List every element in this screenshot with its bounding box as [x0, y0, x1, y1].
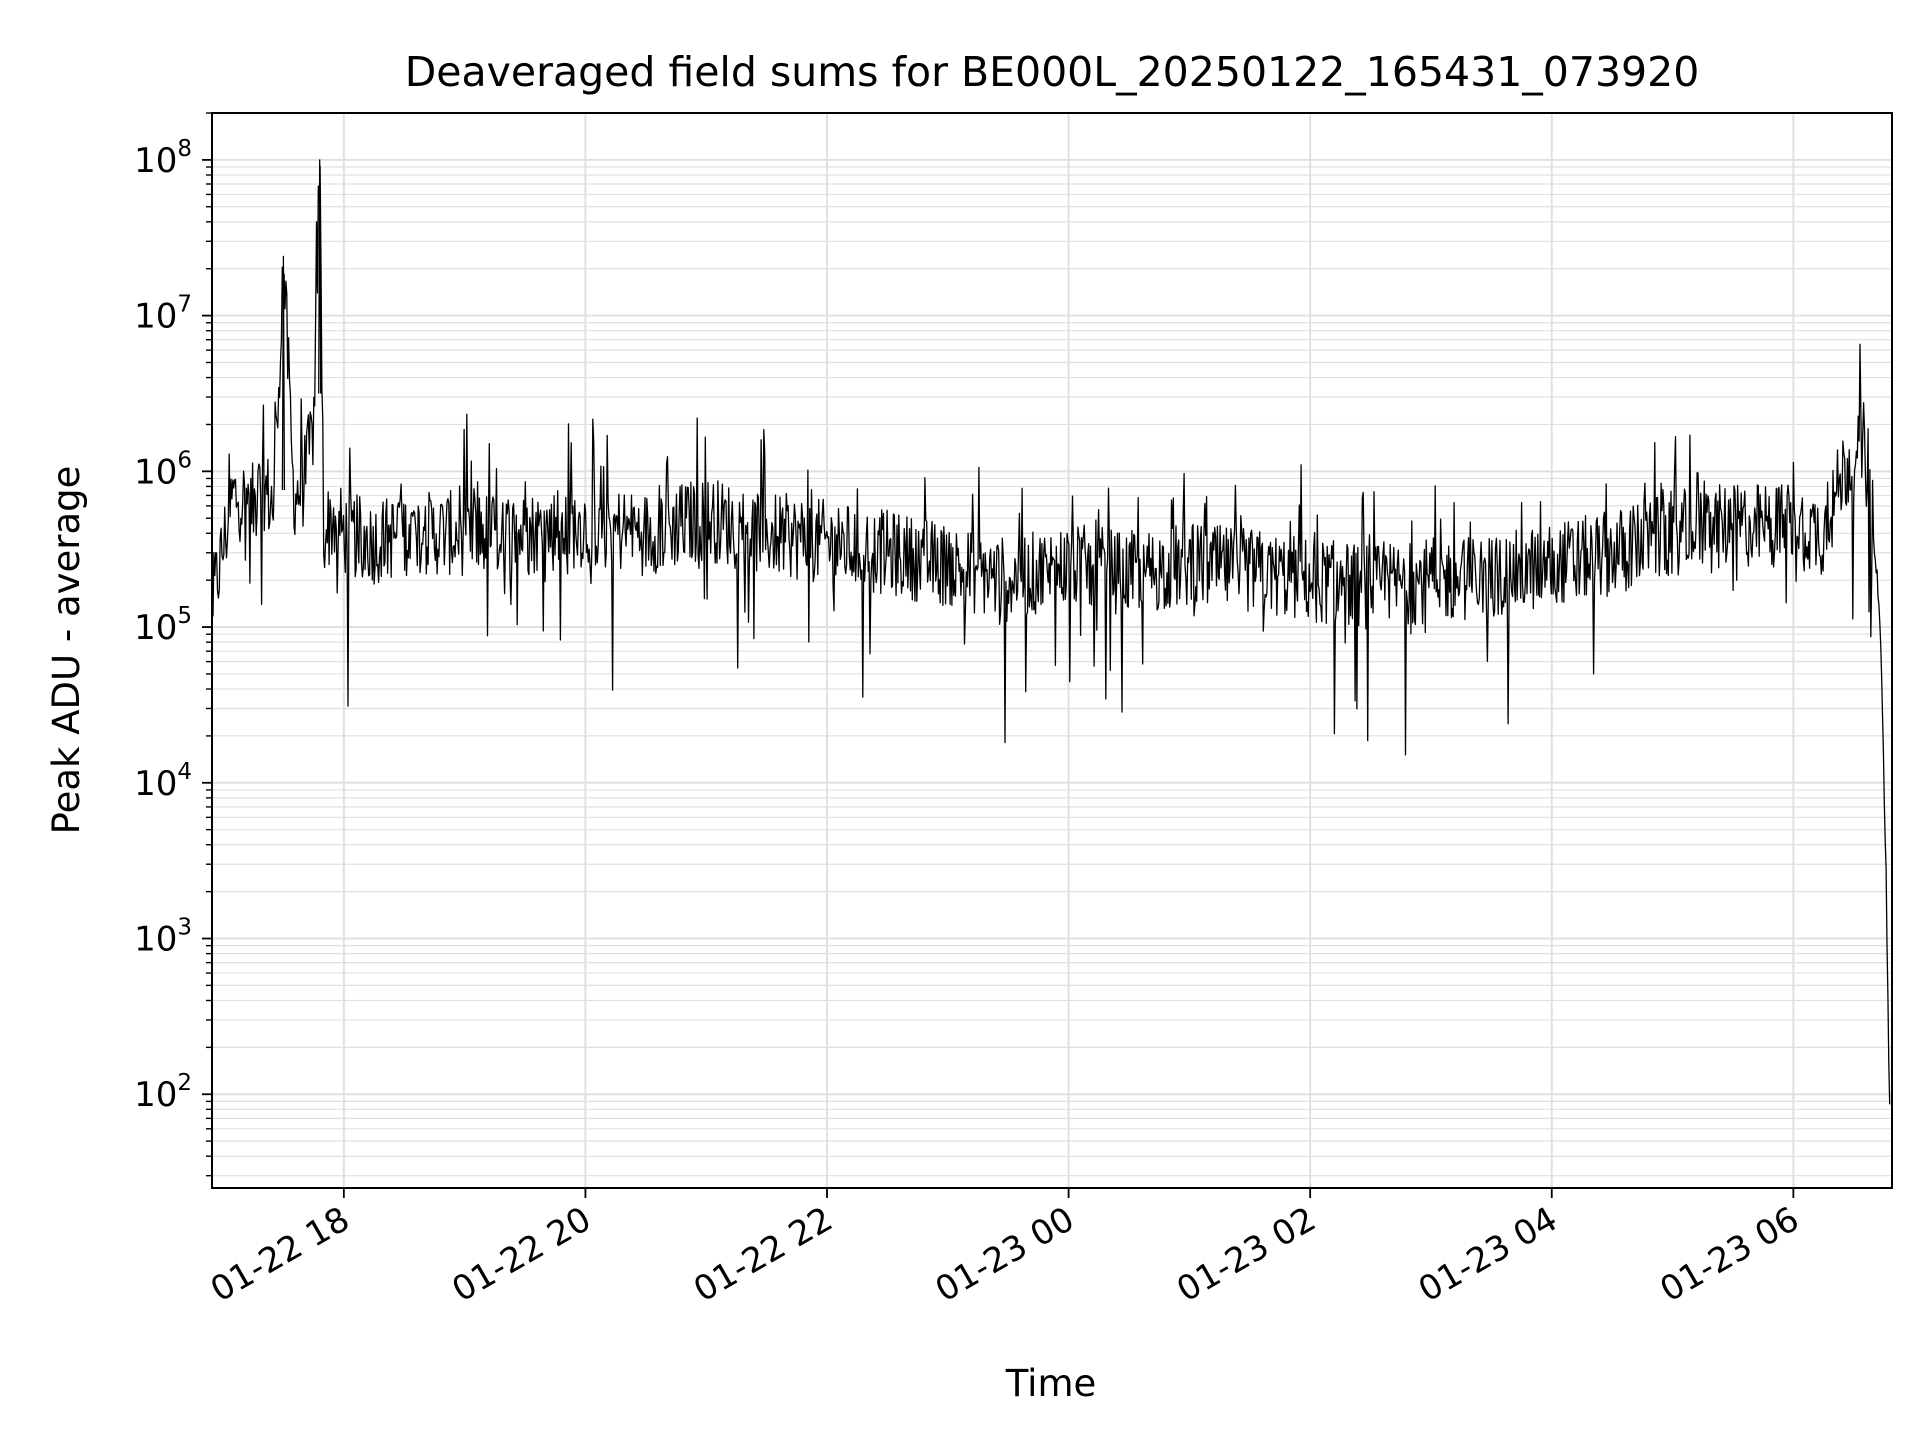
x-tick-label: 01-22 18 [204, 1199, 356, 1310]
x-tick-label: 01-23 04 [1412, 1199, 1564, 1310]
y-axis-label: Peak ADU - average [45, 466, 88, 835]
chart-title: Deaveraged field sums for BE000L_2025012… [405, 48, 1700, 96]
x-tick-label: 01-23 06 [1653, 1199, 1805, 1310]
y-tick-label: 107 [134, 292, 192, 337]
y-tick-label: 106 [134, 447, 192, 492]
series-line [212, 159, 1891, 1105]
y-axis: 102 103 104 105 106 107 108 [134, 112, 212, 1177]
y-tick-label: 104 [134, 759, 192, 804]
x-tick-label: 01-23 00 [929, 1199, 1081, 1310]
x-tick-label: 01-22 22 [687, 1199, 839, 1310]
y-tick-label: 103 [134, 915, 192, 960]
y-tick-label: 105 [134, 603, 192, 648]
plot-frame [211, 112, 1893, 1189]
x-axis: 01-22 18 01-22 20 01-22 22 01-23 00 01-23 02… [204, 1188, 1806, 1310]
grid-lines [212, 112, 1892, 1188]
y-tick-label: 102 [134, 1070, 192, 1115]
x-axis-label: Time [1005, 1362, 1097, 1405]
x-tick-label: 01-23 02 [1170, 1199, 1322, 1310]
x-tick-label: 01-22 20 [446, 1199, 598, 1310]
y-tick-label: 108 [134, 136, 192, 181]
